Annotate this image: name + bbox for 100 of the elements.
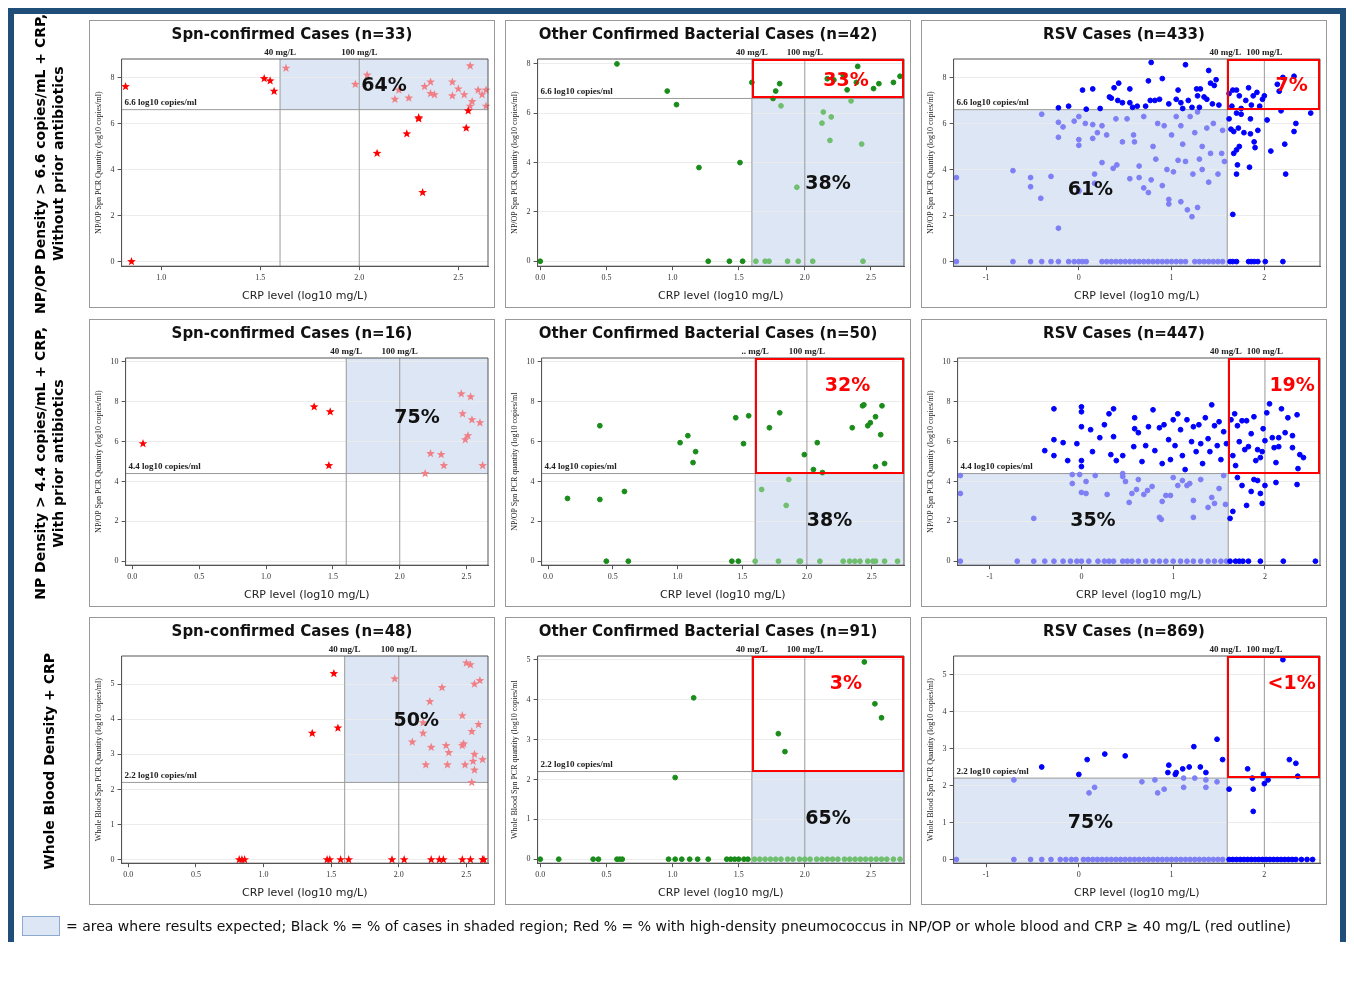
y-tick-label: 1 [942,817,947,827]
y-tick-label: 4 [110,714,115,724]
y-axis-title: NP/OP Spn PCR Quantity (log10 copies/ml) [93,390,103,533]
y-axis-title: NP/OP Spn PCR Quantity (log10 copies/ml) [93,90,103,234]
y-tick-label: 10 [942,357,951,367]
y-tick-label: 6 [114,436,119,446]
y-tick-label: 2 [942,780,947,790]
y-tick-label: 6 [530,436,535,446]
x-tick-label: 2 [1262,572,1267,582]
x-axis-title: CRP level (log10 mg/L) [658,289,784,303]
x-tick-label: 2 [1262,273,1267,283]
x-tick-label: 1.0 [261,572,272,582]
x-tick-label: 2.5 [865,870,876,880]
ref-line-label: 4.4 log10 copies/ml [960,461,1034,472]
y-tick-label: 2 [526,774,531,784]
y-tick-label: 4 [110,164,115,174]
y-tick-label: 2 [942,210,947,220]
text: NP Density > 4.4 copies/mL + CRP, With prior antibiotics [31,326,67,600]
y-tick-label: 5 [942,669,947,679]
y-tick-label: 0 [942,256,947,266]
ref-line-label: 100 mg/L [786,643,823,654]
y-tick-label: 4 [942,706,947,716]
x-axis-title: CRP level (log10 mg/L) [660,588,786,602]
x-tick-label: 2.0 [799,273,810,283]
chart-title: RSV Cases (n=869) [1042,621,1206,641]
annotation: 61% [1067,176,1114,199]
x-tick-label: 2.5 [461,572,472,582]
y-tick-label: 10 [110,357,119,367]
x-tick-label: 2.0 [393,870,404,880]
chart-title: Spn-confirmed Cases (n=33) [170,24,414,44]
annotation: 7% [1275,73,1308,96]
x-tick-label: 1.5 [255,273,266,283]
x-tick-label: 0 [1076,870,1081,880]
y-tick-label: 6 [946,436,951,446]
y-tick-label: 2 [946,516,951,526]
y-axis-title: NP/OP Spn PCR Quantity (log10 copies/ml) [925,390,935,533]
x-tick-label: 0.0 [127,572,138,582]
x-tick-label: 0.0 [535,273,546,283]
ref-line-label: 4.4 log10 copies/ml [128,461,202,472]
annotation: 75% [1067,809,1114,832]
x-tick-label: 2 [1262,870,1267,880]
x-tick-label: 0.0 [535,870,546,880]
x-tick-label: 1.5 [326,870,337,880]
text: Whole Blood Density + CRP [40,652,58,870]
y-tick-label: 3 [110,749,115,759]
y-tick-label: 0 [110,256,115,266]
y-axis-title: Whole Blood Spn PCR Quantity (log10 copies/ml) [93,677,103,842]
x-tick-label: 2.5 [461,870,472,880]
ref-line-label: 40 mg/L [1209,643,1242,654]
x-tick-label: 2.5 [453,273,464,283]
x-tick-label: 1.5 [737,572,748,582]
y-tick-label: 8 [114,396,119,406]
y-tick-label: 8 [110,72,115,82]
ref-line-label: 100 mg/L [341,46,378,57]
annotation: 50% [393,708,440,731]
x-tick-label: 0.0 [543,572,554,582]
ref-line-label: 40 mg/L [264,46,296,57]
annotation: <1% [1267,671,1316,694]
x-tick-label: 1 [1169,870,1174,880]
chart-title: RSV Cases (n=433) [1042,24,1206,44]
annotation: 32% [824,373,871,396]
ref-line-label: 40 mg/L [330,345,363,356]
chart-title: Spn-confirmed Cases (n=16) [170,323,414,343]
x-tick-label: 1.5 [327,572,338,582]
ref-line-label: 2.2 log10 copies/ml [956,765,1030,776]
x-tick-label: 1.0 [672,572,683,582]
y-axis-title: NP/OP Spn PCR quantity (log10 copies/ml [509,391,519,531]
y-tick-label: 1 [110,819,115,829]
ref-line-label: 6.6 log10 copies/ml [124,97,198,108]
x-tick-label: 0.5 [601,870,612,880]
y-tick-label: 0 [526,256,531,266]
y-tick-label: 2 [110,784,115,794]
annotation: 3% [829,671,863,694]
x-axis-title: CRP level (log10 mg/L) [1074,886,1200,900]
text: = area where results expected; Black % = % of cases in shaded region; Red % = % with high-density pneumococcus in NP/OP or whole blood and CRP ≥ 40 mg/L (red outline) [66,918,1291,935]
x-tick-label: 1.0 [667,870,678,880]
ref-line-label: 100 mg/L [380,643,417,654]
x-tick-label: 2.0 [799,870,810,880]
x-tick-label: 2.0 [394,572,405,582]
ref-line-label: 100 mg/L [788,345,826,356]
y-tick-label: 0 [526,854,531,864]
x-tick-label: 0.0 [123,870,134,880]
ref-line-label: 100 mg/L [1246,643,1283,654]
x-tick-label: 0.5 [601,273,612,283]
ref-line-label: 40 mg/L [736,643,768,654]
y-tick-label: 2 [110,210,115,220]
x-axis-title: CRP level (log10 mg/L) [658,886,784,900]
x-axis-title: CRP level (log10 mg/L) [244,588,370,602]
y-tick-label: 8 [530,396,535,406]
y-tick-label: 2 [526,207,531,217]
x-tick-label: 2.5 [865,273,876,283]
x-axis-title: CRP level (log10 mg/L) [1076,588,1202,602]
x-tick-label: 2.0 [801,572,812,582]
x-tick-label: 1.0 [258,870,269,880]
x-axis-title: CRP level (log10 mg/L) [242,289,368,303]
ref-line-label: 100 mg/L [381,345,418,356]
y-tick-label: 10 [526,357,535,367]
y-tick-label: 3 [942,743,947,753]
x-tick-label: 0.5 [190,870,201,880]
y-tick-label: 4 [942,164,947,174]
